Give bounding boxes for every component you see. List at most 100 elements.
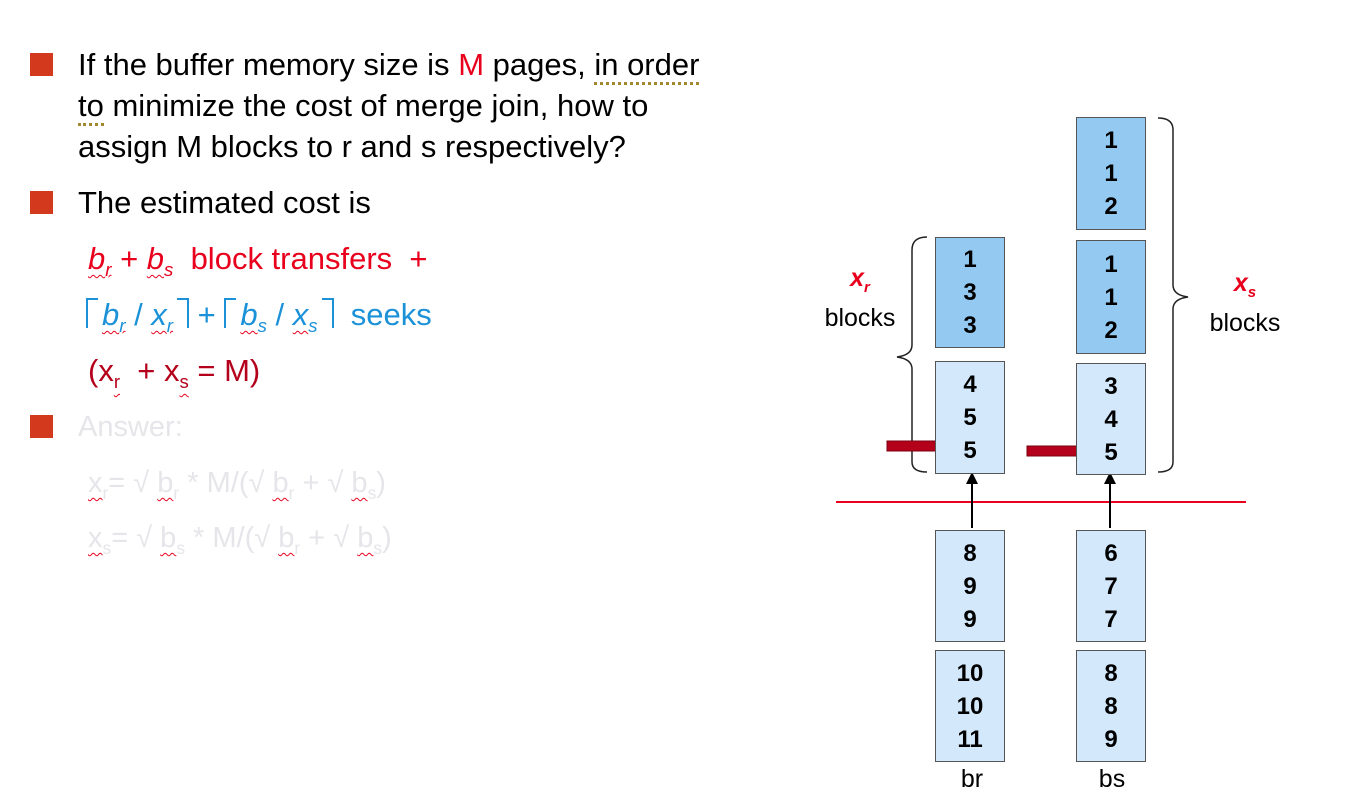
var-b: b <box>357 522 374 554</box>
s-block-value: 3 <box>1104 372 1118 400</box>
xs-var: xs <box>1233 269 1257 301</box>
var-b: b <box>160 522 177 554</box>
s-block-value: 1 <box>1104 283 1118 311</box>
r-block-value: 1 <box>963 246 977 273</box>
plus: + <box>189 297 225 332</box>
r-block: 10 10 11 <box>935 650 1005 762</box>
sub: r <box>113 371 121 393</box>
var-x: x <box>88 467 103 499</box>
plus: + <box>111 241 147 276</box>
s-block-value: 7 <box>1104 605 1118 633</box>
s-block-value: 2 <box>1104 316 1118 344</box>
sub: s <box>176 537 186 558</box>
sub: s <box>102 537 112 558</box>
sub: s <box>308 315 318 337</box>
answer-line-1: xr= √ br * M/(√ br + √ bs) <box>88 465 386 511</box>
ceil-left-icon <box>86 298 98 328</box>
s-block: 8 8 9 <box>1076 650 1146 762</box>
text: If the buffer memory size is <box>78 47 459 82</box>
r-block-value: 10 <box>956 692 984 720</box>
r-block-value: 5 <box>963 437 977 464</box>
var-b: b <box>88 241 106 276</box>
xr-blocks-label: xr blocks <box>815 263 905 333</box>
var-x: x <box>292 297 309 332</box>
estimated-cost-heading: The estimated cost is <box>78 185 371 220</box>
s-block: 6 7 7 <box>1076 530 1146 642</box>
sub: r <box>166 315 173 337</box>
s-block-value: 6 <box>1104 539 1118 567</box>
transfers-text: block transfers + <box>173 241 428 276</box>
r-block-value: 10 <box>956 659 984 687</box>
text: * M/(√ <box>185 522 279 554</box>
s-block-value: 8 <box>1104 692 1118 720</box>
sub: r <box>173 482 180 503</box>
sub: s <box>164 259 174 281</box>
text: ) <box>376 467 386 499</box>
blocks-word: blocks <box>1209 309 1281 337</box>
slash: / <box>125 297 152 332</box>
bullet-marker <box>30 191 53 214</box>
xr-brace <box>896 236 928 473</box>
question-line-3: assign M blocks to r and s respectively? <box>78 129 626 164</box>
r-block: 4 5 5 <box>935 361 1005 474</box>
text: (x <box>88 353 114 388</box>
var-b: b <box>157 467 174 499</box>
xs-blocks-label: xs blocks <box>1200 268 1290 338</box>
text: = √ <box>111 522 161 554</box>
s-block-value: 8 <box>1104 659 1118 687</box>
sub: s <box>179 371 189 393</box>
s-block-value: 5 <box>1104 438 1118 466</box>
s-block-value: 9 <box>1104 725 1118 753</box>
var-b: b <box>102 297 120 332</box>
sub: r <box>294 537 301 558</box>
xs-brace <box>1157 117 1189 473</box>
slash: / <box>266 297 293 332</box>
answer-heading: Answer: <box>78 411 183 443</box>
text: + √ <box>294 467 352 499</box>
blocks-word: blocks <box>824 304 896 332</box>
r-block: 1 3 3 <box>935 237 1005 348</box>
var-b: b <box>278 522 295 554</box>
seeks-text: seeks <box>333 297 432 332</box>
bullet-marker <box>30 53 53 76</box>
memory-var: M <box>458 47 485 82</box>
var-b: b <box>146 241 165 276</box>
r-block: 8 9 9 <box>935 530 1005 642</box>
xr-var: xr <box>850 264 870 296</box>
text: ) <box>382 522 392 554</box>
question-line-2: to minimize the cost of merge join, how … <box>78 88 648 126</box>
r-block-value: 9 <box>963 572 977 600</box>
r-block-value: 5 <box>963 404 977 431</box>
r-block-value: 4 <box>963 371 977 398</box>
s-block-value: 1 <box>1104 127 1118 154</box>
cost-transfers-line: br + bs block transfers + <box>88 241 427 288</box>
s-block-value: 1 <box>1104 160 1118 187</box>
sub: r <box>105 259 112 281</box>
bs-column-label: bs <box>1098 765 1126 793</box>
var-b: b <box>272 467 289 499</box>
r-block-value: 11 <box>957 725 983 753</box>
text: * M/(√ <box>179 467 273 499</box>
ceil-left-icon <box>224 298 237 328</box>
s-block-value: 1 <box>1104 250 1118 278</box>
var-x: x <box>88 522 103 554</box>
ceil-right-icon <box>321 298 334 328</box>
sub: s <box>257 315 267 337</box>
question-line-1: If the buffer memory size is M pages, in… <box>78 47 700 85</box>
grammar-marked-text: to <box>78 88 104 126</box>
var-b: b <box>240 297 258 332</box>
answer-line-2: xs= √ bs * M/(√ br + √ bs) <box>88 520 392 566</box>
var-x: x <box>151 297 167 332</box>
grammar-marked-text: in order <box>594 47 700 85</box>
text: + x <box>120 353 180 388</box>
s-block-value: 7 <box>1104 572 1118 600</box>
text: = M) <box>188 353 261 388</box>
bullet-marker <box>30 415 53 438</box>
sub: s <box>373 537 383 558</box>
constraint-line: (xr + xs = M) <box>88 353 260 400</box>
sub: r <box>119 315 126 337</box>
var-b: b <box>351 467 368 499</box>
s-block-value: 2 <box>1104 193 1118 220</box>
sub: r <box>288 482 295 503</box>
